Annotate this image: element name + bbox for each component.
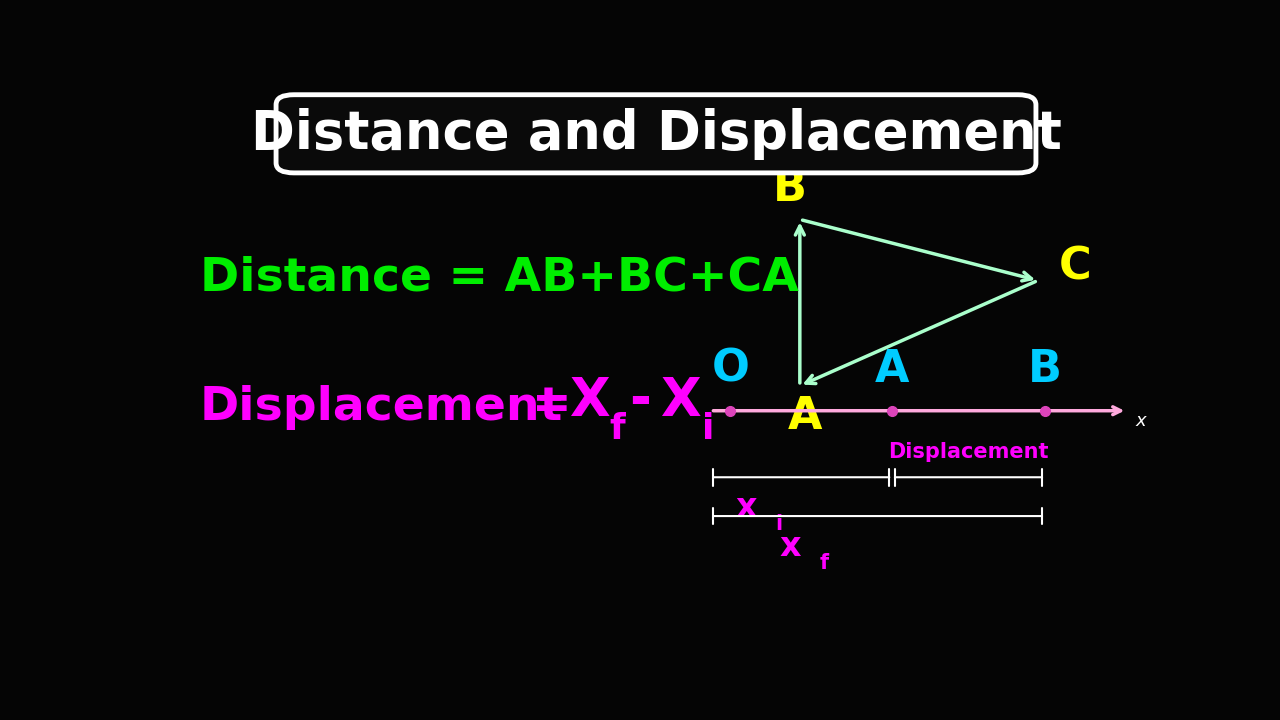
- Text: O: O: [712, 348, 749, 391]
- Text: Displacement: Displacement: [200, 385, 563, 431]
- Text: Displacement: Displacement: [888, 442, 1048, 462]
- Text: x: x: [780, 530, 801, 563]
- Text: A: A: [787, 395, 822, 438]
- Text: C: C: [1060, 245, 1092, 288]
- Text: X: X: [570, 375, 611, 427]
- Text: -: -: [630, 375, 652, 427]
- Text: i: i: [776, 514, 782, 534]
- Text: Distance and Displacement: Distance and Displacement: [251, 108, 1061, 160]
- Text: x: x: [1135, 412, 1146, 430]
- Text: X: X: [660, 375, 701, 427]
- Text: f: f: [819, 553, 829, 573]
- Text: f: f: [609, 412, 625, 446]
- Text: i: i: [701, 412, 714, 446]
- Text: B: B: [1028, 348, 1062, 391]
- Text: A: A: [874, 348, 909, 391]
- Text: Distance = AB+BC+CA: Distance = AB+BC+CA: [200, 255, 799, 300]
- FancyBboxPatch shape: [276, 95, 1036, 173]
- Text: x: x: [736, 491, 756, 524]
- Text: =: =: [532, 382, 572, 428]
- Text: B: B: [773, 168, 806, 210]
